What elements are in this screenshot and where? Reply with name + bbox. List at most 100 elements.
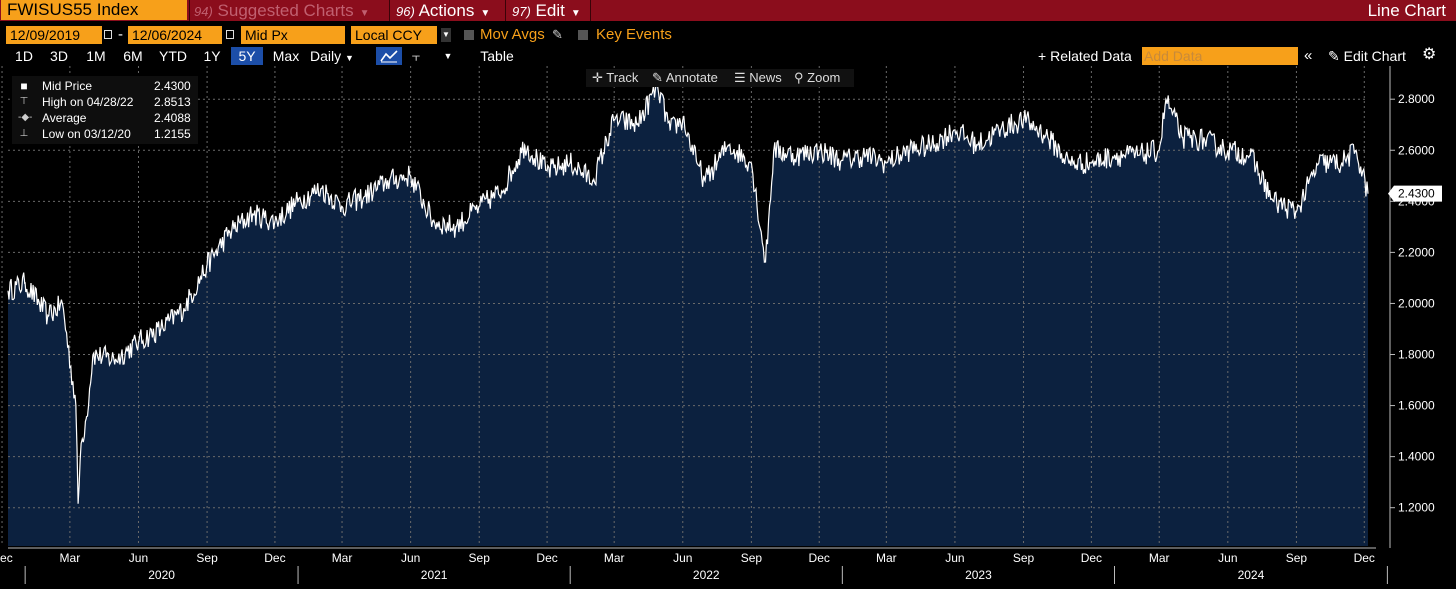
menu-divider bbox=[505, 0, 506, 21]
track-label: Track bbox=[606, 70, 639, 85]
legend-value: 2.4088 bbox=[154, 111, 191, 125]
dropdown-icon: ▼ bbox=[345, 53, 354, 63]
key-events-checkbox[interactable] bbox=[578, 30, 588, 40]
currency-selector[interactable]: Local CCY bbox=[351, 26, 437, 44]
related-data-label: Related Data bbox=[1050, 48, 1132, 64]
x-year-label: 2021 bbox=[421, 568, 448, 582]
menu-number: 94) bbox=[194, 4, 213, 19]
pencil-icon: ✎ bbox=[1328, 48, 1340, 64]
x-tick-label: Jun bbox=[1218, 551, 1237, 565]
x-tick-label: Dec bbox=[0, 551, 13, 565]
pencil-icon: ✎ bbox=[652, 70, 663, 85]
legend-label: Low on 03/12/20 bbox=[42, 127, 131, 141]
legend-value: 1.2155 bbox=[154, 127, 191, 141]
x-tick-label: Dec bbox=[536, 551, 557, 565]
high-marker-icon: ⊤ bbox=[19, 96, 29, 107]
actions-menu[interactable]: 96) Actions ▼ bbox=[396, 0, 490, 21]
add-data-input[interactable]: Add Data bbox=[1142, 47, 1298, 65]
range-button-1y[interactable]: 1Y bbox=[203, 48, 221, 64]
series-line bbox=[7, 76, 1369, 504]
line-chart-icon[interactable] bbox=[376, 47, 402, 65]
x-tick-label: Sep bbox=[469, 551, 491, 565]
dropdown-icon[interactable]: ▼ bbox=[441, 28, 451, 42]
y-tick-label: 2.2000 bbox=[1398, 245, 1435, 259]
annotate-label: Annotate bbox=[665, 70, 718, 85]
legend-label: Mid Price bbox=[42, 79, 93, 93]
x-tick-label: Jun bbox=[401, 551, 420, 565]
table-button[interactable]: Table bbox=[480, 48, 514, 64]
legend-value: 2.8513 bbox=[154, 95, 191, 109]
menu-label: Edit bbox=[535, 1, 565, 20]
chart-area[interactable]: 1.2000 1.4000 1.6000 1.8000 2.0000 2.2000 2.40… bbox=[0, 66, 1456, 589]
legend-label: Average bbox=[42, 111, 87, 125]
low-marker-icon: ⊥ bbox=[19, 128, 29, 139]
x-tick-label: Mar bbox=[332, 551, 353, 565]
key-events-label: Key Events bbox=[596, 26, 672, 43]
menu-label: Suggested Charts bbox=[217, 1, 354, 20]
edit-menu[interactable]: 97) Edit ▼ bbox=[512, 0, 581, 21]
pencil-icon[interactable]: ✎ bbox=[552, 27, 563, 42]
range-button-5y[interactable]: 5Y bbox=[231, 47, 263, 65]
news-icon: ☰ bbox=[734, 70, 746, 85]
legend-row-high: ⊤ High on 04/28/22 2.8513 bbox=[12, 94, 198, 110]
series-swatch: ■ bbox=[20, 79, 28, 93]
start-date-field[interactable]: 12/09/2019 bbox=[6, 26, 102, 44]
legend-row-low: ⊥ Low on 03/12/20 1.2155 bbox=[12, 126, 198, 142]
y-tick-label: 2.8000 bbox=[1398, 92, 1435, 106]
dropdown-icon[interactable]: ▼ bbox=[443, 51, 453, 61]
range-button-1m[interactable]: 1M bbox=[86, 48, 106, 64]
x-tick-label: Jun bbox=[129, 551, 148, 565]
menu-label: Actions bbox=[418, 1, 475, 20]
x-tick-label: Dec bbox=[1354, 551, 1375, 565]
menu-divider bbox=[389, 0, 390, 21]
price-chart[interactable]: 1.2000 1.4000 1.6000 1.8000 2.0000 2.2000 2.40… bbox=[0, 66, 1456, 589]
track-tool[interactable]: ✛ Track bbox=[592, 69, 638, 87]
y-tick-label: 2.0000 bbox=[1398, 296, 1435, 310]
plus-icon: + bbox=[1038, 48, 1047, 64]
range-toolbar: 1D 3D 1M 6M YTD 1Y 5Y Max Daily ▼ ⫟ ▼ Ta… bbox=[0, 46, 1456, 66]
dropdown-icon: ▼ bbox=[480, 8, 491, 19]
x-tick-label: Mar bbox=[1149, 551, 1170, 565]
date-controls: 12/09/2019 - 12/06/2024 Mid Px Local CCY… bbox=[0, 26, 1456, 46]
average-marker-icon: -◆- bbox=[18, 112, 33, 123]
chart-type-label: Line Chart bbox=[1367, 1, 1446, 20]
annotate-tool[interactable]: ✎ Annotate bbox=[652, 69, 718, 87]
range-button-3d[interactable]: 3D bbox=[50, 48, 68, 64]
y-tick-label: 2.6000 bbox=[1398, 143, 1435, 157]
x-tick-label: Mar bbox=[876, 551, 897, 565]
bar-chart-icon[interactable]: ⫟ bbox=[411, 48, 421, 64]
last-value-tag bbox=[1388, 185, 1442, 202]
x-tick-label: Mar bbox=[60, 551, 81, 565]
field-selector[interactable]: Mid Px bbox=[241, 26, 345, 44]
related-data-button[interactable]: + Related Data bbox=[1038, 47, 1132, 65]
news-label: News bbox=[749, 70, 782, 85]
calendar-icon[interactable] bbox=[226, 30, 234, 39]
periodicity-selector[interactable]: Daily ▼ bbox=[310, 47, 360, 65]
double-chevron-icon[interactable]: « bbox=[1304, 47, 1313, 64]
x-tick-label: Mar bbox=[604, 551, 625, 565]
end-date-field[interactable]: 12/06/2024 bbox=[128, 26, 222, 44]
dropdown-icon: ▼ bbox=[570, 8, 581, 19]
news-tool[interactable]: ☰ News bbox=[734, 69, 782, 87]
range-button-max[interactable]: Max bbox=[272, 48, 300, 64]
mov-avgs-checkbox[interactable] bbox=[464, 30, 474, 40]
periodicity-label: Daily bbox=[310, 48, 342, 64]
gear-icon[interactable]: ⚙ bbox=[1422, 46, 1437, 63]
range-button-6m[interactable]: 6M bbox=[123, 48, 143, 64]
range-button-1d[interactable]: 1D bbox=[15, 48, 33, 64]
legend-label: High on 04/28/22 bbox=[42, 95, 134, 109]
mov-avgs-label: Mov Avgs bbox=[480, 26, 545, 43]
suggested-charts-menu[interactable]: 94) Suggested Charts ▼ bbox=[194, 0, 370, 21]
edit-chart-button[interactable]: ✎ Edit Chart bbox=[1328, 47, 1406, 65]
edit-chart-label: Edit Chart bbox=[1343, 48, 1406, 64]
zoom-tool[interactable]: ⚲ Zoom bbox=[794, 69, 840, 87]
zoom-label: Zoom bbox=[807, 70, 841, 85]
x-year-label: 2024 bbox=[1238, 568, 1265, 582]
calendar-icon[interactable] bbox=[104, 30, 112, 39]
range-button-ytd[interactable]: YTD bbox=[159, 48, 187, 64]
x-year-label: 2022 bbox=[693, 568, 720, 582]
ticker-field[interactable]: FWISUS55 Index bbox=[1, 0, 187, 20]
x-tick-label: Dec bbox=[264, 551, 285, 565]
menu-divider bbox=[590, 0, 591, 21]
dropdown-icon: ▼ bbox=[359, 8, 370, 19]
